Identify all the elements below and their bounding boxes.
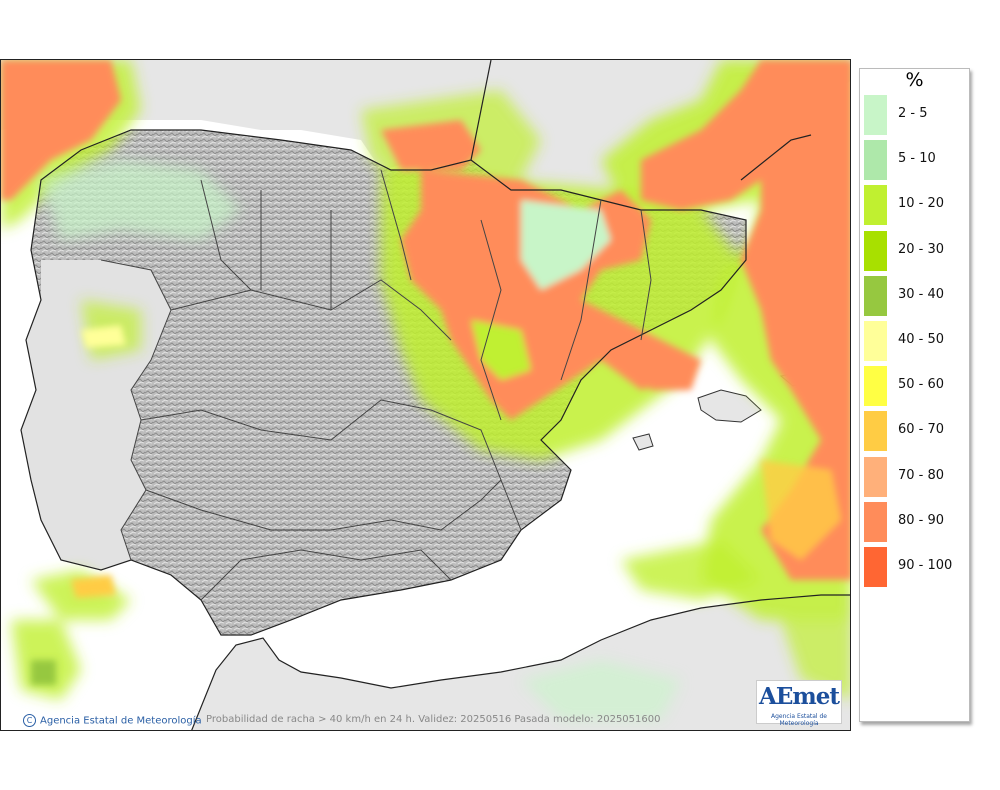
ibiza <box>632 433 654 451</box>
aemet-logo[interactable]: AEmet Agencia Estatal de Meteorología <box>756 680 842 727</box>
mallorca <box>697 389 762 423</box>
copyright-icon: C <box>23 714 36 727</box>
legend-label: 60 - 70 <box>898 422 945 438</box>
legend-item: 50 - 60 <box>864 366 968 407</box>
legend-swatch <box>864 547 887 587</box>
legend-swatch <box>864 366 887 407</box>
legend-item: 40 - 50 <box>864 321 968 361</box>
legend-swatch <box>864 185 887 226</box>
legend-label: 40 - 50 <box>898 332 945 347</box>
legend-item: 30 - 40 <box>864 275 968 316</box>
legend-item: 70 - 80 <box>864 456 968 497</box>
legend-item: 5 - 10 <box>864 140 968 181</box>
legend-item: 60 - 70 <box>864 411 968 452</box>
legend-swatch <box>864 321 887 361</box>
logo-subtitle: Agencia Estatal de Meteorología <box>770 713 827 727</box>
credit-text: Agencia Estatal de Meteorología <box>40 715 202 727</box>
legend-item: 2 - 5 <box>864 95 968 135</box>
map-canvas <box>1 60 850 730</box>
probability-map[interactable]: C Agencia Estatal de Meteorología Probabi… <box>0 59 851 731</box>
legend-swatch <box>864 95 887 135</box>
legend-title: % <box>905 69 924 91</box>
africa-landmass <box>191 595 850 730</box>
legend-swatch <box>864 275 887 316</box>
legend-label: 5 - 10 <box>898 151 936 167</box>
legend-label: 2 - 5 <box>898 106 928 121</box>
legend-item: 20 - 30 <box>864 230 968 271</box>
legend-label: 70 - 80 <box>898 467 945 483</box>
legend-label: 50 - 60 <box>898 377 945 393</box>
legend-label: 30 - 40 <box>898 286 945 302</box>
legend-label: 10 - 20 <box>898 196 945 212</box>
probability-field-inner <box>1 60 850 685</box>
legend-label: 20 - 30 <box>898 241 945 257</box>
logo-text: AEmet <box>759 683 840 710</box>
map-caption: Probabilidad de racha > 40 km/h en 24 h.… <box>206 714 661 725</box>
copyright-credit: C Agencia Estatal de Meteorología <box>23 714 202 727</box>
legend-swatch <box>864 230 887 271</box>
legend-swatch <box>864 411 887 452</box>
legend-swatch <box>864 140 887 181</box>
legend-swatch <box>864 456 887 497</box>
region-borders <box>100 169 652 601</box>
legend-swatch <box>864 501 887 542</box>
legend-label: 80 - 90 <box>898 512 945 528</box>
coastlines <box>20 60 850 730</box>
legend-item: 90 - 100 <box>864 547 968 587</box>
legend-item: 80 - 90 <box>864 501 968 542</box>
legend-item: 10 - 20 <box>864 185 968 226</box>
legend-panel: % 2 - 5 5 - 10 10 - 20 20 - 30 30 - 40 40 - 5… <box>859 68 970 722</box>
legend-label: 90 - 100 <box>898 558 953 573</box>
